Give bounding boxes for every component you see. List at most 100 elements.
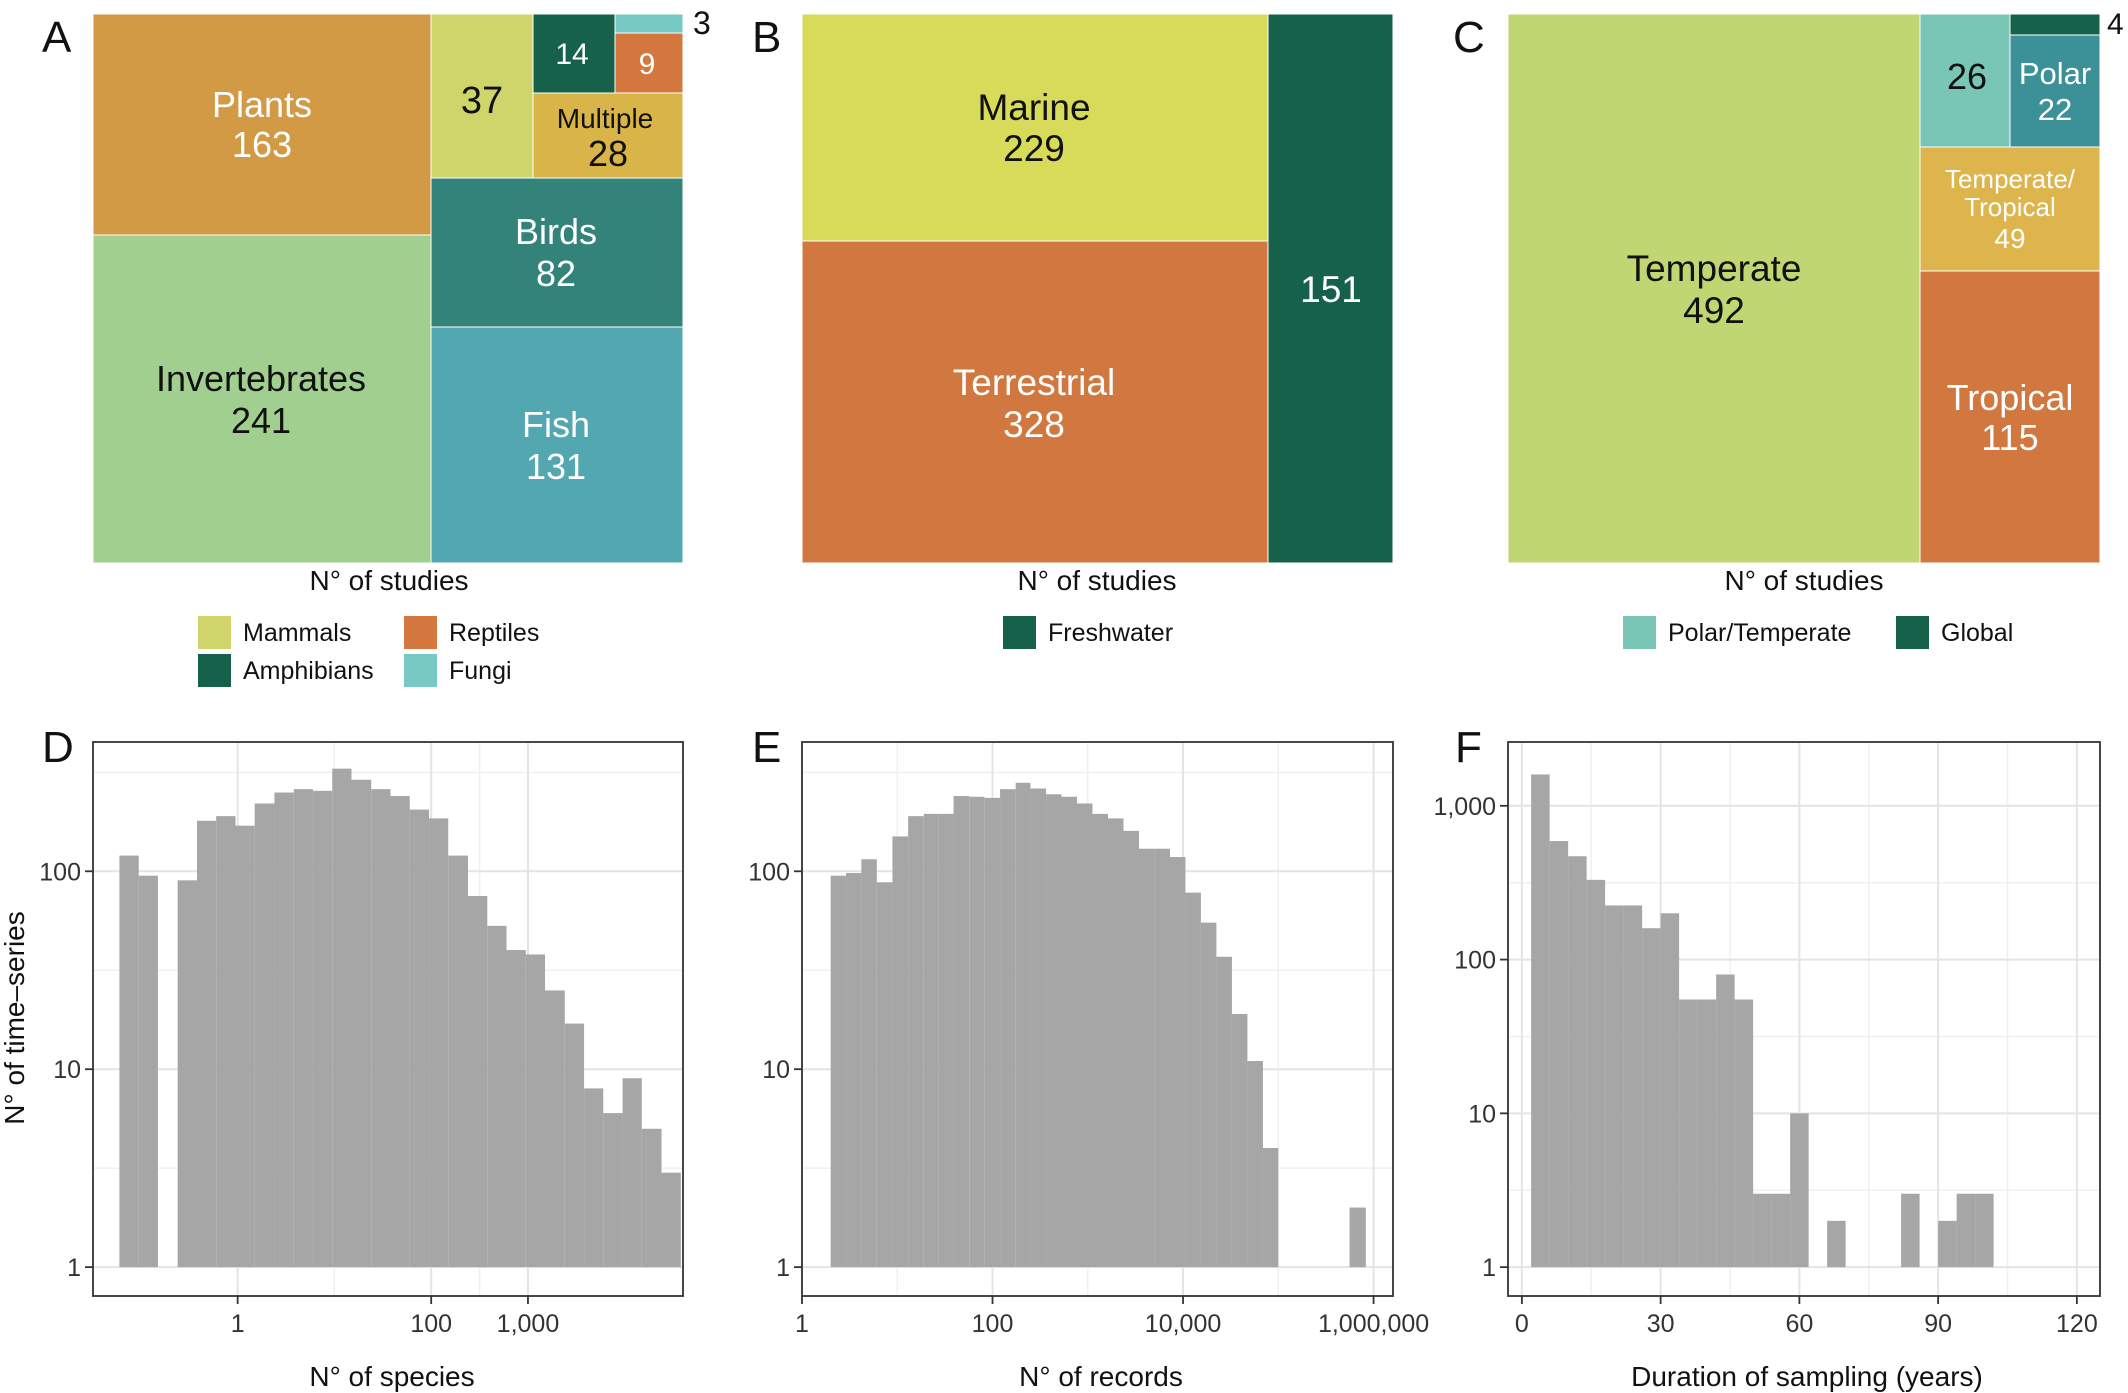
treemap-c-polar-temperate-value: 26 [1947, 56, 1987, 97]
histogram-ylabel: N° of time–series [0, 911, 30, 1125]
treemap-c-global-value: 4 [2107, 8, 2124, 41]
x-tick-label: 0 [1515, 1310, 1529, 1338]
treemap-a-birds [430, 177, 684, 328]
histogram-f-xlabel: Duration of sampling (years) [1631, 1361, 1983, 1392]
y-tick-label: 1 [776, 1254, 790, 1282]
treemap-a-invertebrates-name: Invertebrates [156, 358, 366, 399]
histogram-bar [908, 816, 924, 1268]
legend-a-label-amphibians: Amphibians [243, 657, 374, 685]
x-tick-label: 1 [795, 1310, 809, 1338]
histogram-bar [1975, 1193, 1994, 1268]
histogram-bar [1623, 905, 1643, 1268]
histogram-bar [177, 880, 197, 1268]
histogram-bar [1170, 857, 1186, 1268]
legend-c: Polar/Temperate Global [1623, 616, 2013, 649]
treemap-c-temperate-tropical-name-line2: Tropical [1964, 192, 2056, 222]
histogram-bar [1015, 782, 1031, 1268]
histogram-bar [584, 1088, 604, 1268]
histogram-bar [1349, 1207, 1366, 1268]
legend-a-label-mammals: Mammals [243, 619, 351, 647]
histogram-bar [1716, 974, 1735, 1268]
histogram-bar [1247, 1061, 1263, 1268]
panel-letter-d: D [42, 723, 74, 772]
histogram-bar [545, 990, 565, 1268]
treemap-a-plants-name: Plants [212, 84, 312, 125]
histogram-bar [1938, 1220, 1957, 1268]
histogram-bar [506, 950, 526, 1268]
panel-letter-c: C [1453, 13, 1485, 62]
histogram-bar [969, 796, 985, 1268]
histogram-bar [1956, 1193, 1976, 1268]
histogram-bar [1605, 905, 1624, 1268]
histogram-bar [1154, 848, 1171, 1268]
legend-a-swatch-fungi [404, 654, 437, 687]
treemap-c-xlabel: N° of studies [1724, 565, 1883, 596]
histogram-bar [1107, 818, 1124, 1268]
treemap-a-multiple [532, 92, 684, 179]
histogram-bar [1123, 830, 1140, 1268]
treemap-b-marine-value: 229 [1003, 128, 1065, 169]
histogram-bar [371, 789, 391, 1268]
x-tick-label: 100 [972, 1310, 1014, 1338]
treemap-a-reptiles-value: 9 [639, 48, 656, 81]
treemap-a-birds-name: Birds [515, 211, 597, 252]
histogram-bar [1753, 1193, 1772, 1268]
y-tick-label: 100 [748, 858, 790, 886]
treemap-a-plants [92, 13, 432, 236]
y-tick-label: 1 [67, 1254, 81, 1282]
treemap-a-amphibians [532, 13, 616, 94]
histogram-bar [603, 1113, 623, 1268]
legend-b: Freshwater [1003, 616, 1173, 649]
histogram-bar [235, 825, 255, 1268]
treemap-c-polar [2009, 34, 2101, 148]
histogram-bar [312, 790, 333, 1268]
x-tick-label: 120 [2056, 1310, 2098, 1338]
treemap-c-polar-name: Polar [2019, 56, 2091, 91]
histogram-bar [1046, 794, 1062, 1268]
treemap-c-temperate-tropical-value: 49 [1994, 223, 2025, 254]
histogram-bar [390, 796, 410, 1268]
histogram-bar [830, 875, 847, 1268]
histogram-bar [984, 797, 1001, 1268]
treemap-a-reptiles [614, 32, 684, 94]
histogram-bar [861, 859, 877, 1268]
legend-a-swatch-amphibians [198, 654, 231, 687]
histogram-bar [1000, 789, 1016, 1268]
histogram-bar [1231, 1014, 1248, 1268]
treemap-a-plants-value: 163 [232, 124, 292, 165]
treemap-a-fungi [614, 13, 684, 34]
legend-a-label-reptiles: Reptiles [449, 619, 539, 647]
histogram-bar [564, 1023, 585, 1268]
histogram-bar [1568, 856, 1587, 1268]
histogram-bar [138, 875, 158, 1268]
treemap-c-global [2009, 13, 2101, 36]
treemap-c-temperate-name: Temperate [1627, 248, 1802, 289]
y-tick-label: 100 [39, 858, 81, 886]
treemap-a-mammals [430, 13, 534, 179]
histogram-bar [254, 803, 275, 1268]
treemap-a-multiple-value: 28 [588, 133, 628, 174]
histogram-bar [196, 820, 217, 1268]
treemap-b-freshwater [1267, 13, 1394, 564]
histogram-d: 1 10 100 1 100 1,000 [39, 741, 684, 1338]
histogram-bar [1642, 928, 1661, 1268]
histogram-bar [1679, 999, 1698, 1268]
treemap-a-xlabel: N° of studies [309, 565, 468, 596]
histogram-bar [1771, 1193, 1791, 1268]
histogram-bar [923, 813, 939, 1268]
histogram-bar [953, 796, 970, 1268]
histogram-bar [487, 925, 507, 1268]
x-tick-label: 90 [1924, 1310, 1952, 1338]
y-tick-label: 100 [1454, 947, 1496, 975]
treemap-b-xlabel: N° of studies [1017, 565, 1176, 596]
panel-letter-f: F [1455, 723, 1482, 772]
x-tick-label: 1,000,000 [1318, 1310, 1429, 1338]
treemap-c-temperate-tropical [1919, 146, 2101, 272]
treemap-a-mammals-value: 37 [461, 80, 503, 122]
histogram-bar [1827, 1220, 1846, 1268]
plot-border [1507, 741, 2101, 1297]
legend-c-label-polar-temperate: Polar/Temperate [1668, 619, 1851, 647]
histogram-bar [1697, 999, 1717, 1268]
panel-a: A Plants 163 Invertebrates 241 37 14 3 9… [42, 5, 711, 687]
